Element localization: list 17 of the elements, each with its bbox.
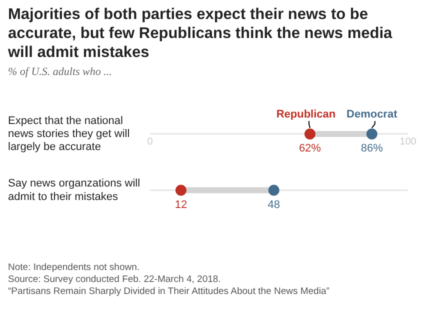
series-label: Republican [276, 108, 336, 120]
text: Note: Independents not shown. [8, 262, 141, 274]
point [268, 184, 280, 196]
data-label: 86% [360, 142, 384, 154]
point [304, 128, 316, 140]
y-tick-label: Expect that the national news stories they get will largely be accurate [8, 114, 130, 154]
chart-title: Majorities of both parties expect their news to be accurate, but few Republicans think the news media will admit mistakes [8, 5, 394, 62]
data-label: 12 [174, 198, 188, 211]
data-label: 48 [268, 198, 280, 211]
text: % of U.S. adults who ... [8, 66, 112, 78]
y-tick-label: Say news organzations will admit to their mistakes [8, 178, 140, 203]
data-label: 62% [298, 142, 322, 154]
text: “Partisans Remain Sharply Divided in Their Attitudes About the News Media” [8, 286, 330, 298]
point [175, 184, 186, 196]
point [366, 128, 378, 140]
source-note: Source: Survey conducted Feb. 22-March 4, 2018. [8, 274, 222, 286]
series-label: Democrat [346, 108, 398, 120]
